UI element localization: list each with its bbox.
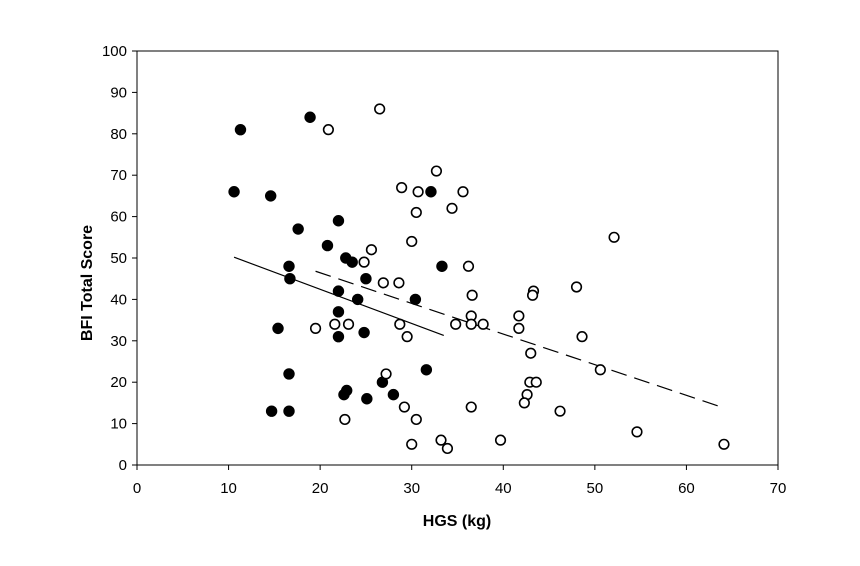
open-data-point [518, 397, 530, 409]
y-tick-label: 50 [110, 250, 127, 267]
open-data-point [396, 182, 408, 194]
open-data-point [430, 165, 443, 177]
open-data-point [441, 442, 454, 455]
open-data-point [631, 426, 643, 438]
filled-data-point [272, 322, 284, 335]
x-tick-label: 50 [587, 480, 604, 497]
open-data-point [329, 318, 341, 330]
open-data-point [525, 347, 537, 359]
filled-data-point [436, 260, 448, 272]
y-axis-title: BFI Total Score [79, 225, 96, 341]
open-data-point [322, 124, 334, 136]
open-data-point [446, 202, 458, 214]
y-tick-label: 60 [110, 209, 127, 226]
y-tick-label: 30 [110, 333, 127, 350]
open-data-point [465, 401, 477, 413]
x-tick-label: 10 [220, 480, 237, 497]
open-data-point [358, 256, 370, 268]
x-axis-title: HGS (kg) [423, 513, 491, 530]
open-data-point [594, 364, 606, 376]
filled-data-point [351, 293, 364, 306]
y-tick-label: 10 [110, 416, 127, 433]
y-axis-ticks: 0 10 20 30 40 50 60 70 80 90 100 [102, 43, 137, 474]
x-axis-ticks: 0 10 20 30 40 50 60 70 [133, 465, 787, 497]
open-data-point [394, 318, 406, 330]
open-data-point [374, 103, 386, 115]
open-data-point [513, 310, 525, 322]
open-data-point [410, 413, 422, 426]
y-tick-label: 40 [110, 291, 127, 308]
x-tick-label: 20 [312, 480, 329, 497]
open-data-point [466, 289, 478, 301]
filled-data-point [425, 186, 437, 198]
filled-data-point [332, 330, 345, 343]
x-tick-label: 40 [495, 480, 512, 497]
open-data-point [339, 413, 351, 426]
filled-data-point [338, 388, 350, 401]
open-data-point [309, 322, 322, 334]
open-data-point [513, 322, 525, 334]
plot-area-frame [136, 50, 779, 466]
open-data-point [393, 277, 405, 289]
filled-data-point [265, 405, 278, 417]
open-data-point [526, 289, 539, 301]
open-data-point [718, 438, 730, 450]
open-data-point [554, 405, 566, 417]
open-data-point [462, 260, 475, 272]
open-data-point [365, 244, 378, 256]
filled-data-point [358, 326, 370, 339]
data-points [228, 103, 730, 455]
filled-data-point [304, 111, 316, 123]
y-tick-label: 70 [110, 167, 127, 184]
open-data-point [457, 186, 469, 198]
filled-data-point [283, 368, 295, 380]
filled-data-point [361, 393, 373, 405]
open-data-point [377, 277, 389, 289]
filled-data-point [332, 215, 345, 227]
open-data-point [406, 235, 418, 248]
y-tick-label: 20 [110, 374, 127, 391]
y-tick-label: 90 [110, 84, 127, 101]
filled-data-point [332, 306, 345, 318]
open-data-point [494, 434, 507, 446]
open-data-point [465, 318, 477, 330]
filled-data-point [283, 405, 295, 417]
open-data-point [450, 318, 462, 330]
filled-data-point [234, 123, 247, 136]
open-data-point [401, 331, 413, 343]
open-data-point [576, 331, 588, 343]
open-data-point [530, 376, 542, 388]
filled-data-point [360, 273, 372, 285]
y-tick-label: 100 [102, 43, 127, 60]
open-data-point [342, 318, 355, 330]
y-tick-label: 0 [119, 457, 127, 474]
filled-data-point [387, 388, 400, 401]
open-data-point [412, 186, 424, 198]
x-tick-label: 70 [770, 480, 787, 497]
filled-data-point [283, 260, 295, 272]
open-data-point [477, 318, 489, 330]
x-tick-label: 30 [403, 480, 420, 497]
filled-data-point [346, 256, 358, 268]
filled-data-point [228, 186, 240, 198]
open-data-point [410, 206, 422, 219]
filled-data-point [332, 285, 345, 297]
filled-data-point [409, 293, 422, 306]
filled-data-point [420, 364, 433, 376]
x-tick-label: 60 [678, 480, 695, 497]
filled-data-point [321, 239, 334, 252]
y-tick-label: 80 [110, 126, 127, 143]
open-data-point [608, 231, 620, 243]
open-data-point [406, 438, 418, 450]
open-data-point [435, 434, 447, 446]
filled-data-point [292, 223, 304, 235]
open-data-point [380, 368, 392, 380]
x-tick-label: 0 [133, 480, 141, 497]
open-data-point [570, 281, 583, 293]
filled-data-point [264, 190, 277, 202]
filled-data-point [284, 273, 296, 285]
open-data-point [398, 401, 410, 413]
